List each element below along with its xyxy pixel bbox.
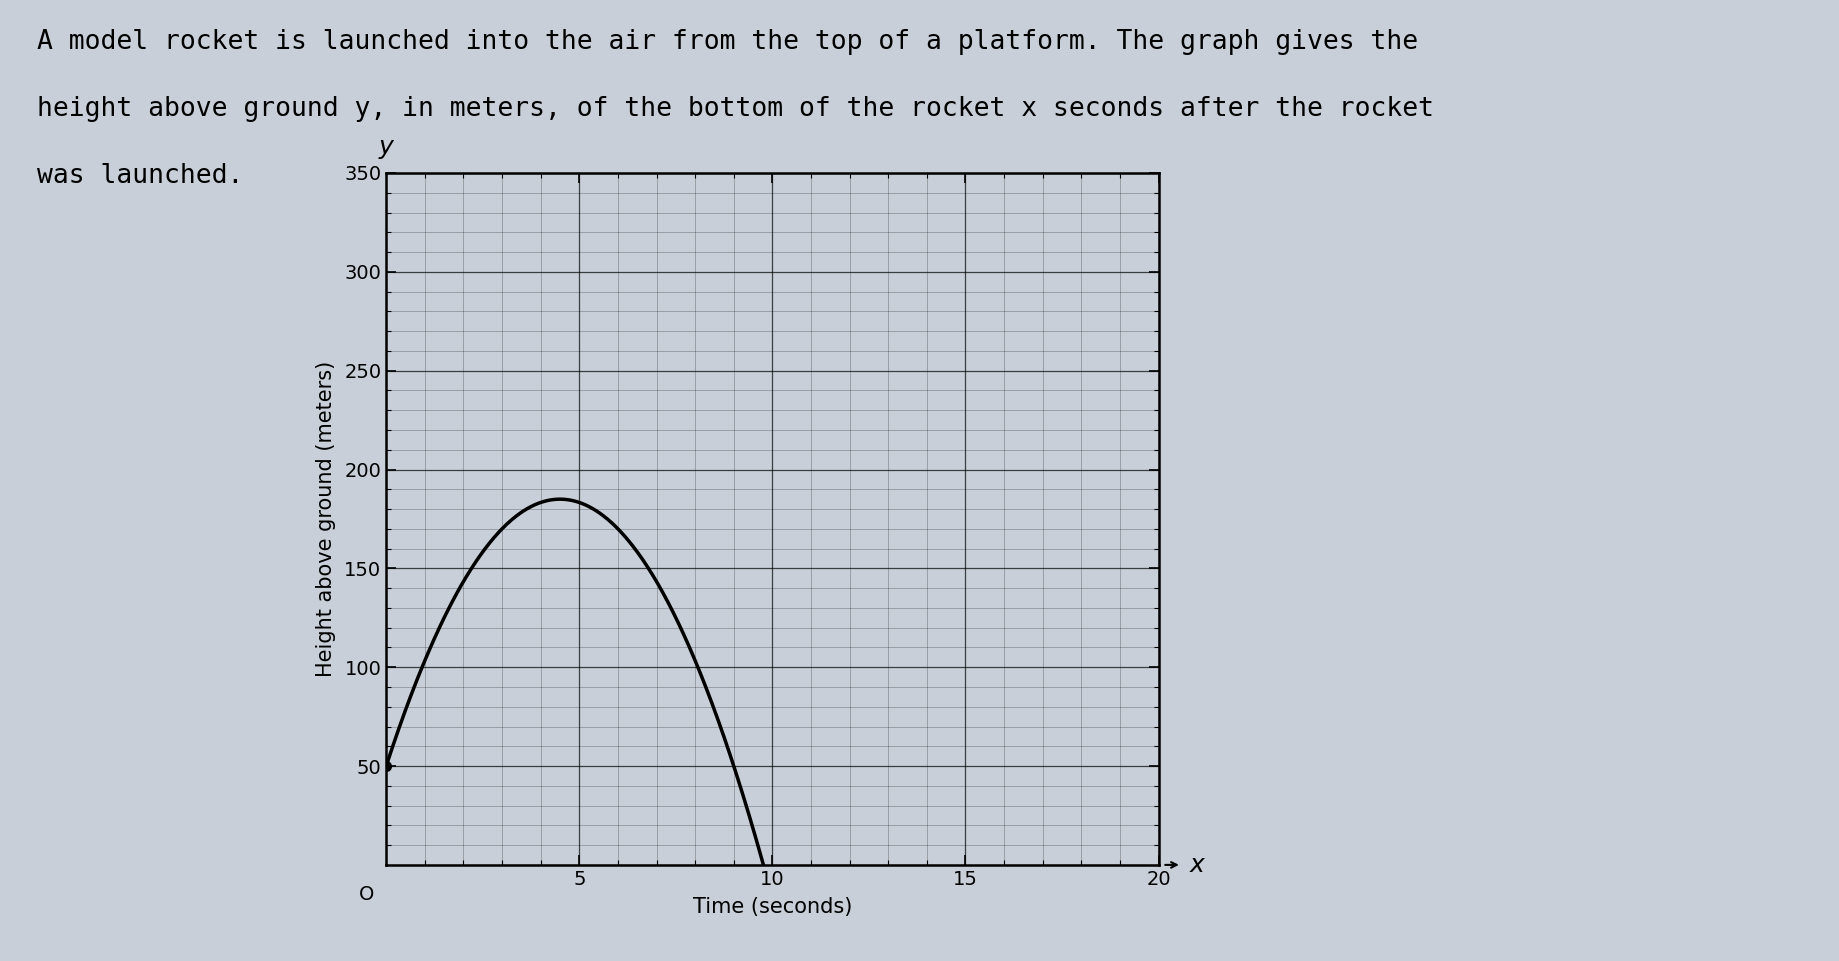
- Text: A model rocket is launched into the air from the top of a platform. The graph gi: A model rocket is launched into the air …: [37, 29, 1418, 55]
- Text: y: y: [379, 136, 394, 160]
- Text: was launched.: was launched.: [37, 163, 243, 189]
- X-axis label: Time (seconds): Time (seconds): [693, 898, 851, 917]
- Text: height above ground y, in meters, of the bottom of the rocket x seconds after th: height above ground y, in meters, of the…: [37, 96, 1434, 122]
- Text: O: O: [359, 885, 375, 903]
- Y-axis label: Height above ground (meters): Height above ground (meters): [316, 360, 337, 678]
- Text: x: x: [1190, 853, 1205, 876]
